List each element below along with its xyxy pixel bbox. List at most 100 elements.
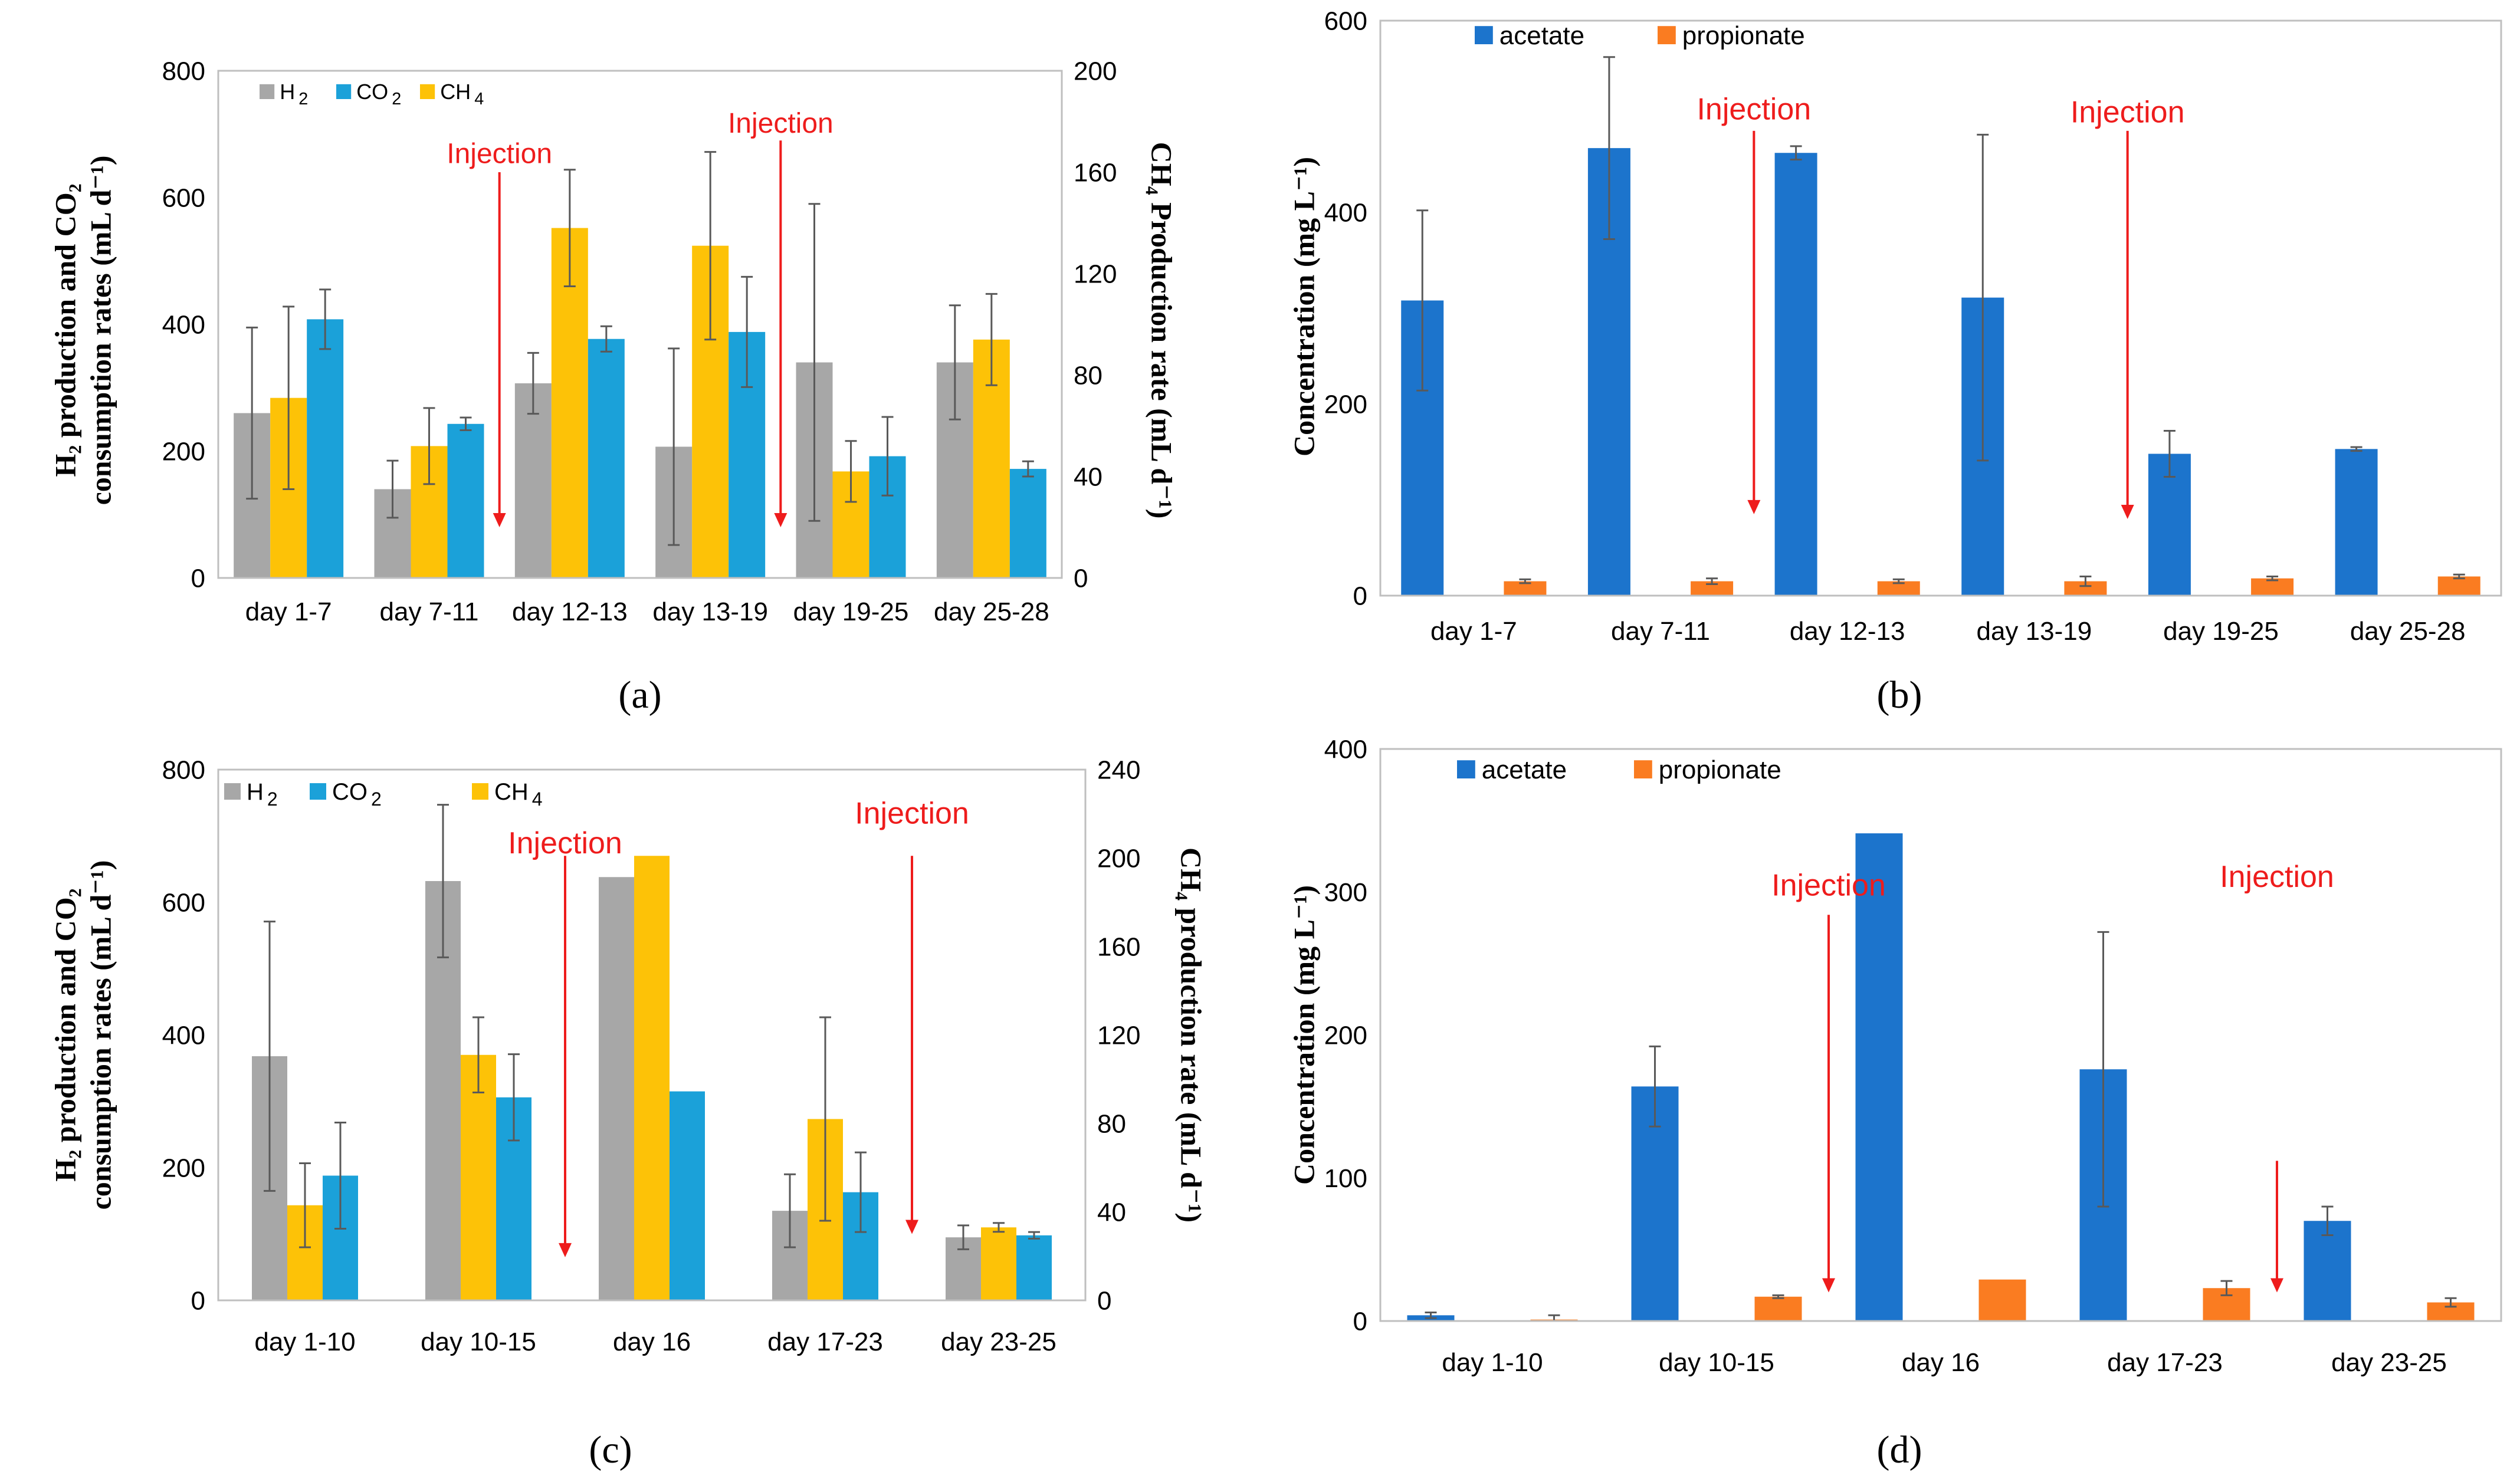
bar-acetate-5 [2335,449,2378,596]
y-right-tick-label: 160 [1097,932,1140,961]
legend-label-sub: 4 [474,90,484,109]
injection-arrow-head [774,513,788,527]
legend-swatch-h2 [260,84,275,99]
legend-swatch-co2 [310,783,326,800]
bar-ch4-4 [981,1227,1016,1300]
legend-label-main: H [247,779,264,805]
x-tick-label: day 17-23 [767,1327,883,1356]
y-right-axis-title: CH₄ production rate (mL d⁻¹) [1175,847,1208,1223]
y-left-tick-label: 200 [162,437,205,466]
x-tick-label: day 19-25 [2163,617,2279,646]
y-axis-title: Concentration (mg L⁻¹) [1288,157,1321,456]
y-right-tick-label: 160 [1074,158,1117,187]
y-left-axis-title: H₂ production and CO₂ consumption rates (… [49,860,117,1210]
injection-arrow-head [1822,1278,1835,1293]
x-tick-label: day 16 [1902,1348,1980,1377]
y-left-tick-label: 600 [162,183,205,212]
y-right-axis-title-text: CH₄ production rate (mL d⁻¹) [1175,847,1208,1223]
panel-a: 0 200 400 600 800 0 40 80 120 160 200 H₂ production… [49,57,1179,717]
x-tick-label: day 7-11 [380,597,479,626]
legend: acetate propionate [1475,21,1805,50]
x-tick-label: day 10-15 [1659,1348,1774,1377]
y-left-tick-label: 100 [1324,1164,1367,1193]
x-tick-label: day 1-10 [254,1327,355,1356]
bar-h2-2 [599,877,634,1300]
bar-co2-1 [447,423,484,578]
legend-swatch-acetate [1457,760,1475,778]
y-left-axis-title-line: consumption rates (mL d⁻¹) [84,156,117,505]
y-left-tick-label: 0 [191,564,205,593]
injection-label: Injection [508,826,622,860]
x-tick-label: day 12-13 [1790,617,1905,646]
x-tick-label: day 23-25 [2331,1348,2447,1377]
bar-co2-0 [307,319,344,578]
bar-propionate-5 [2437,576,2480,596]
y-left-tick-label: 0 [191,1286,205,1315]
y-right-tick-label: 120 [1074,259,1117,288]
legend-label-co2: CO 2 [332,779,382,810]
bar-acetate-4 [2304,1221,2351,1321]
y-axis-title: Concentration (mg L⁻¹) [1288,885,1321,1185]
panel-label: (d) [1877,1428,1922,1471]
bar-ch4-1 [461,1054,496,1300]
panel-b: 0 200 400 600 Concentration (mg L⁻¹) day 1-7 d… [1288,6,2502,717]
x-tick-label: day 25-28 [2350,617,2466,646]
legend-swatch-acetate [1475,26,1493,44]
y-right-axis-title-text: CH₄ Production rate (mL d⁻¹) [1146,142,1179,519]
legend: acetate propionate [1457,755,1781,784]
injection-label: Injection [1697,93,1811,127]
injection-label: Injection [2220,860,2334,894]
bar-co2-4 [1016,1235,1052,1300]
injection-label: Injection [1771,869,1886,903]
legend-label-main: CH [440,80,471,104]
x-tick-label: day 1-7 [245,597,332,626]
x-tick-label: day 25-28 [934,597,1049,626]
x-tick-label: day 23-25 [941,1327,1056,1356]
x-tick-label: day 1-10 [1442,1348,1543,1377]
y-axis-title-text: Concentration (mg L⁻¹) [1288,157,1321,456]
y-left-axis-title-line: H₂ production and CO₂ [49,888,82,1181]
legend-label-main: CO [332,779,368,805]
legend: H 2 CO 2 CH 4 [260,80,484,109]
y-left-tick-label: 200 [1324,1021,1367,1050]
injection-label: Injection [2071,96,2185,130]
y-left-tick-label: 800 [162,57,205,86]
bar-co2-5 [1009,469,1046,578]
y-right-tick-label: 40 [1074,462,1102,491]
legend: H 2 CO 2 CH 4 [224,779,543,810]
plot-frame [217,70,1063,579]
legend-swatch-co2 [336,84,352,99]
bar-h2-2 [514,383,552,578]
legend-swatch-ch4 [420,84,435,99]
bar-acetate-2 [1774,153,1817,596]
panel-c: 0 200 400 600 800 0 40 80 120 160 200 240 H₂ product… [49,755,1208,1471]
y-right-tick-label: 0 [1097,1286,1111,1315]
legend-label-ch4: CH 4 [440,80,484,109]
y-right-tick-label: 200 [1097,844,1140,873]
legend-swatch-h2 [224,783,241,800]
legend-swatch-propionate [1634,760,1652,778]
y-left-axis-title-line: H₂ production and CO₂ [49,183,82,477]
legend-label-ch4: CH 4 [494,779,543,810]
injection-label: Injection [855,796,969,830]
bar-ch4-2 [634,856,670,1300]
y-left-tick-label: 400 [162,1021,205,1050]
legend-label-main: CH [494,779,529,805]
plot-frame [1379,19,2502,597]
legend-label-acetate: acetate [1482,755,1567,784]
x-tick-label: day 13-19 [1976,617,2092,646]
y-left-tick-label: 600 [1324,6,1367,35]
y-right-tick-label: 120 [1097,1021,1140,1050]
x-tick-label: day 10-15 [421,1327,536,1356]
y-left-tick-label: 0 [1353,581,1367,610]
x-tick-label: day 1-7 [1430,617,1517,646]
x-tick-label: day 12-13 [512,597,628,626]
injection-label: Injection [447,139,552,170]
legend-swatch-propionate [1658,26,1676,44]
panel-d: 0 100 200 300 400 Concentration (mg L⁻¹) day 1… [1288,735,2502,1471]
x-tick-label: day 19-25 [793,597,909,626]
injection-arrow-head [1747,500,1761,514]
panel-label: (b) [1877,673,1922,717]
bar-acetate-2 [1855,833,1903,1321]
y-left-tick-label: 0 [1353,1307,1367,1336]
